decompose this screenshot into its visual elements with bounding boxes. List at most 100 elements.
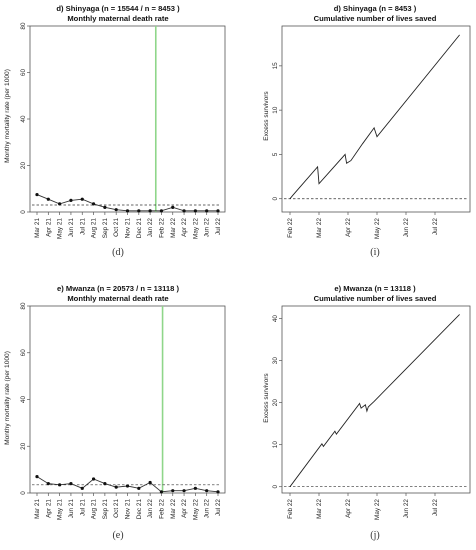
x-tick-label: Jan 22 <box>147 218 154 238</box>
data-point <box>193 209 197 213</box>
plot-frame <box>281 305 471 494</box>
x-tick-label: Mar 22 <box>170 499 177 519</box>
x-tick-label: Jul 21 <box>79 499 86 516</box>
plot-area: 0 20 40 60 80 Mar 21 Apr 21 May 21 Jun 21 Jul 21 A… <box>20 302 226 520</box>
y-tick-label: 0 <box>20 210 27 214</box>
plot-frame <box>29 305 226 494</box>
x-tick-label: Nov 21 <box>125 218 132 239</box>
data-point <box>148 209 152 213</box>
x-tick-label: Apr 21 <box>45 218 52 237</box>
x-tick-label: Apr 22 <box>181 499 188 518</box>
data-point <box>103 205 107 209</box>
x-tick-label: Jul 21 <box>79 218 86 235</box>
x-tick-label: Mar 22 <box>170 218 177 238</box>
y-axis-label: Monthy mortality rate (per 1000) <box>4 351 11 445</box>
x-tick-label: Jun 22 <box>204 218 211 238</box>
data-point <box>46 482 50 486</box>
data-point <box>182 489 186 493</box>
data-point <box>91 477 96 481</box>
data-point <box>159 490 164 494</box>
data-point <box>46 197 50 201</box>
x-tick-label: Jun 21 <box>68 499 75 519</box>
x-tick-label: Jul 22 <box>432 499 439 516</box>
x-tick-label: Apr 22 <box>345 499 352 518</box>
panel-caption: (e) <box>112 530 123 541</box>
y-tick-label: 80 <box>20 22 27 30</box>
x-tick-label: Aug 21 <box>91 499 98 520</box>
series-line <box>289 314 460 487</box>
data-point <box>148 480 152 485</box>
x-tick-label: Jan 22 <box>147 499 154 519</box>
panel-title: e) Mwanza (n = 20573 / n = 13118 ) <box>57 284 179 293</box>
x-tick-label: Apr 22 <box>345 218 352 237</box>
panel-caption: (i) <box>370 247 379 258</box>
data-point <box>205 489 209 493</box>
x-tick-label: Feb 22 <box>287 218 294 238</box>
x-tick-label: Mar 21 <box>34 499 41 519</box>
y-axis-label: Monthy mortality rate (per 1000) <box>4 69 11 163</box>
y-tick-label: 0 <box>20 491 27 495</box>
data-point <box>114 208 118 212</box>
x-tick-label: Oct 21 <box>113 218 120 237</box>
plot-frame <box>29 25 226 213</box>
data-point <box>125 209 130 213</box>
y-tick-label: 5 <box>272 152 279 156</box>
x-tick-label: May 22 <box>374 218 381 239</box>
x-tick-label: Mar 22 <box>316 499 323 519</box>
y-axis-label: Excess survivors <box>263 373 270 423</box>
x-tick-label: May 21 <box>57 218 64 239</box>
plot-frame <box>281 25 471 213</box>
x-tick-label: Jul 22 <box>432 218 439 235</box>
y-tick-label: 20 <box>20 162 27 170</box>
data-point <box>205 209 209 213</box>
y-tick-label: 80 <box>20 302 27 310</box>
x-tick-label: Apr 21 <box>45 499 52 518</box>
x-tick-label: Sep 21 <box>102 218 109 239</box>
x-tick-label: Jun 22 <box>403 218 410 238</box>
plot-area: 0 5 10 15 Feb 22 Mar 22 Apr 22 May 22 Jun 22 Jul … <box>272 25 471 239</box>
x-tick-label: May 21 <box>57 499 64 520</box>
y-tick-label: 10 <box>272 106 279 114</box>
panel-caption: (j) <box>370 530 379 541</box>
y-tick-label: 15 <box>272 62 279 70</box>
y-tick-label: 30 <box>272 357 279 365</box>
x-tick-label: Dec 21 <box>136 218 143 239</box>
x-tick-label: Jun 21 <box>68 218 75 238</box>
series-line <box>289 34 460 199</box>
x-tick-label: Jul 22 <box>215 499 222 516</box>
x-tick-label: Oct 21 <box>113 499 120 518</box>
panel-d-right: d) Shinyaga (n = 8453 ) Cumulative numbe… <box>263 4 471 258</box>
x-tick-label: Mar 22 <box>316 218 323 238</box>
data-point <box>69 482 73 486</box>
data-point <box>80 486 84 490</box>
data-point <box>58 483 62 487</box>
panel-subtitle: Cumulative number of lives saved <box>314 14 437 23</box>
panel-e-right: e) Mwanza (n = 13118 ) Cumulative number… <box>263 284 471 541</box>
data-point <box>159 209 164 213</box>
data-point <box>216 209 220 213</box>
data-point <box>80 197 84 201</box>
x-tick-label: Feb 22 <box>287 499 294 519</box>
panel-title: d) Shinyaga (n = 15544 / n = 8453 ) <box>56 4 180 13</box>
x-tick-label: Apr 22 <box>181 218 188 237</box>
plot-area: 0 20 40 60 80 Mar 21 Apr 21 May 21 Jun 21 Jul 21 A… <box>20 22 226 239</box>
y-tick-label: 60 <box>20 69 27 77</box>
data-point <box>35 192 39 197</box>
data-point <box>91 202 96 206</box>
data-point <box>69 198 73 202</box>
x-tick-label: Jun 22 <box>204 499 211 519</box>
data-point <box>182 209 186 213</box>
data-point <box>193 486 197 490</box>
y-tick-label: 60 <box>20 349 27 357</box>
y-tick-label: 10 <box>272 441 279 449</box>
panel-subtitle: Cumulative number of lives saved <box>314 294 437 303</box>
x-tick-label: Nov 21 <box>125 499 132 520</box>
y-tick-label: 0 <box>272 196 279 200</box>
y-tick-label: 20 <box>20 442 27 450</box>
panel-e-left: e) Mwanza (n = 20573 / n = 13118 ) Month… <box>4 284 226 541</box>
plot-area: 0 10 20 30 40 Feb 22 Mar 22 Apr 22 May 22 Jun 22 J… <box>272 305 471 520</box>
data-point <box>125 484 130 488</box>
x-tick-label: Feb 22 <box>158 499 165 519</box>
data-point <box>171 205 175 209</box>
